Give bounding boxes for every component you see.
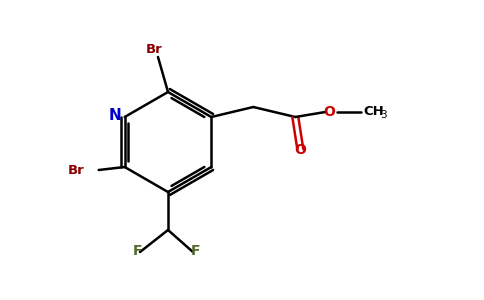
Text: F: F	[190, 244, 200, 258]
Text: CH: CH	[363, 106, 384, 118]
Text: 3: 3	[380, 110, 387, 120]
Text: Br: Br	[146, 43, 162, 56]
Text: N: N	[108, 107, 121, 122]
Text: Br: Br	[68, 164, 85, 176]
Text: F: F	[133, 244, 143, 258]
Text: O: O	[294, 143, 306, 157]
Text: O: O	[323, 105, 335, 119]
